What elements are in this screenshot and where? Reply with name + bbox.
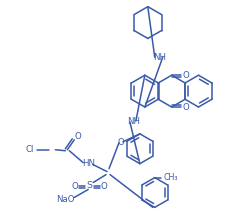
Text: NaO: NaO	[56, 195, 74, 204]
Text: O: O	[182, 71, 189, 80]
Text: HN: HN	[82, 159, 95, 168]
Text: O: O	[182, 103, 189, 112]
Text: O: O	[101, 182, 107, 191]
Text: S: S	[86, 181, 92, 190]
Text: CH₃: CH₃	[163, 173, 178, 182]
Text: NH: NH	[153, 53, 166, 62]
Text: O: O	[118, 138, 124, 147]
Text: O: O	[72, 182, 79, 191]
Text: O: O	[75, 132, 82, 141]
Text: Cl: Cl	[25, 145, 34, 154]
Text: NH: NH	[127, 117, 140, 126]
